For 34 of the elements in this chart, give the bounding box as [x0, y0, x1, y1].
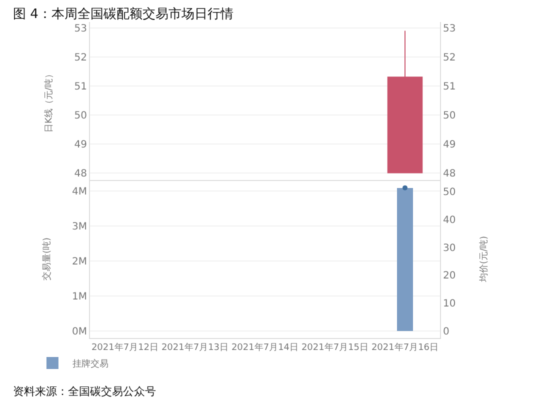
y2-tick-label: 30 — [443, 242, 456, 254]
y-axis-title: 日K线（元/吨） — [44, 70, 55, 132]
y2-tick-label: 51 — [443, 81, 456, 92]
x-tick-label: 2021年7月16日 — [371, 342, 439, 353]
y-tick-label: 1M — [72, 292, 87, 303]
text: 资料来源：全国碳交易公众号 — [13, 385, 156, 398]
y2-tick-label: 48 — [443, 168, 456, 180]
y2-tick-label: 50 — [443, 186, 456, 198]
y2-tick-label: 20 — [443, 270, 456, 282]
y2-tick-label: 40 — [443, 214, 456, 226]
y-tick-label: 0M — [72, 326, 87, 338]
y2-tick-label: 52 — [443, 52, 456, 64]
x-tick-label: 2021年7月14日 — [231, 342, 299, 353]
y2-tick-label: 53 — [443, 23, 456, 34]
y-tick-label: 3M — [72, 222, 87, 233]
y2-tick-label: 0 — [443, 326, 450, 338]
y2-tick-label: 50 — [443, 110, 456, 122]
y-tick-label: 51 — [74, 81, 87, 92]
y-tick-label: 4M — [72, 186, 87, 198]
y-tick-label: 50 — [74, 110, 87, 122]
y2-tick-label: 49 — [443, 139, 456, 150]
y-tick-label: 2M — [72, 256, 87, 268]
y2-tick-label: 10 — [443, 298, 456, 310]
y-tick-label: 49 — [74, 139, 87, 150]
x-tick-label: 2021年7月12日 — [91, 342, 159, 353]
y-tick-label: 48 — [74, 168, 87, 180]
y-tick-label: 53 — [74, 23, 87, 34]
chart-title: 图 4：本周全国碳配额交易市场日行情 — [13, 6, 234, 22]
y2-axis-title: 均价(元/吨) — [478, 236, 490, 284]
y-axis-title: 交易量(吨) — [41, 237, 52, 281]
x-tick-label: 2021年7月15日 — [301, 342, 369, 353]
y-tick-label: 52 — [74, 52, 87, 64]
x-tick-label: 2021年7月13日 — [161, 342, 229, 353]
legend-label: 挂牌交易 — [72, 358, 108, 370]
